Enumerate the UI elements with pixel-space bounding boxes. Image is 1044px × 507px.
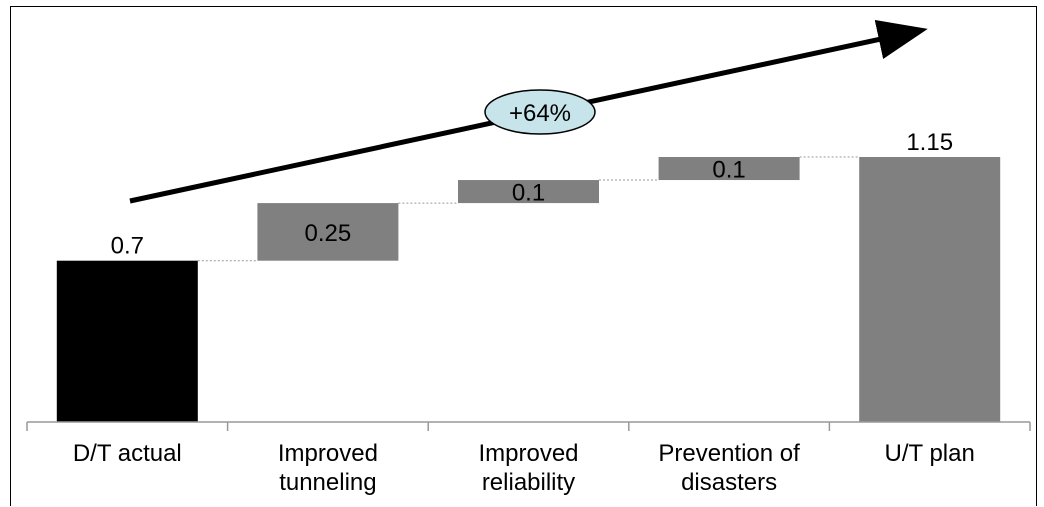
bar-1 [257, 203, 399, 261]
chart-frame [10, 6, 1037, 506]
category-label-1-line-0: Improved [278, 440, 378, 467]
category-label-1: Improved tunneling [278, 440, 378, 496]
value-label-2: 0.1 [512, 180, 545, 207]
growth-annotation: +64% [129, 19, 928, 204]
category-label-3-line-1: disasters [681, 469, 777, 496]
category-label-2-line-0: Improved [478, 440, 578, 467]
category-label-0: D/T actual [73, 440, 182, 467]
bar-3 [658, 157, 800, 181]
category-label-1-line-1: tunneling [279, 469, 376, 496]
category-label-4: U/T plan [885, 440, 975, 467]
category-label-2: Improved reliability [478, 440, 578, 496]
bars-layer [56, 156, 1001, 422]
value-label-1: 0.25 [305, 220, 352, 247]
value-label-3: 0.1 [712, 157, 745, 184]
value-label-4: 1.15 [906, 129, 953, 156]
x-axis [26, 421, 1031, 431]
bar-0 [56, 260, 198, 422]
category-label-4-line-0: U/T plan [885, 440, 975, 467]
bar-4 [859, 157, 1001, 422]
category-label-0-line-0: D/T actual [73, 440, 182, 467]
category-label-2-line-1: reliability [482, 469, 575, 496]
category-label-3-line-0: Prevention of [658, 440, 800, 467]
growth-badge [484, 89, 596, 135]
category-label-3: Prevention of disasters [658, 440, 800, 496]
growth-badge-text: +64% [509, 100, 571, 127]
bar-2 [458, 180, 599, 204]
value-label-0: 0.7 [111, 233, 144, 260]
